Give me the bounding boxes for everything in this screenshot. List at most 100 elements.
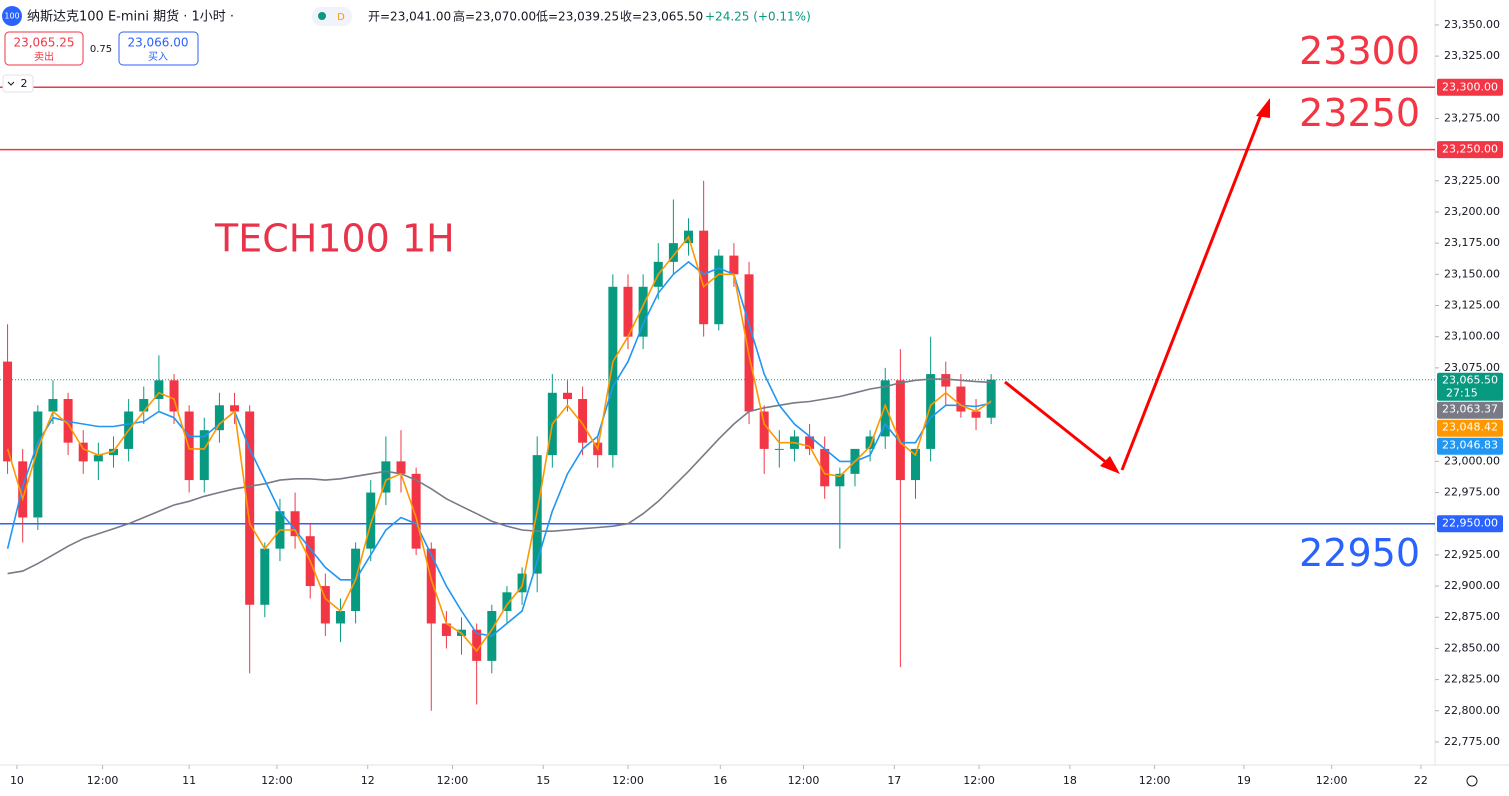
candle-body <box>366 492 376 549</box>
price-tag <box>1437 401 1503 419</box>
ohlc-high: 高=23,070.00 <box>453 9 536 24</box>
y-tick-label: 23,150.00 <box>1444 267 1500 280</box>
arrow-head <box>1100 456 1120 474</box>
candle-body <box>820 448 830 487</box>
status-dot <box>318 12 326 20</box>
x-tick-label: 12:00 <box>261 774 293 787</box>
candle-body <box>729 255 739 275</box>
price-tag-label: 23,063.37 <box>1442 403 1498 416</box>
candle-body <box>714 255 724 325</box>
moving-average <box>7 378 992 575</box>
level-text: 22950 <box>1299 531 1420 575</box>
candle-body <box>668 243 678 262</box>
candle-body <box>805 436 815 449</box>
price-tag-countdown: 27:15 <box>1446 387 1478 400</box>
arrow-down <box>1004 380 1113 469</box>
candle-body <box>911 448 921 481</box>
candle-body <box>245 411 255 605</box>
y-tick-label: 22,875.00 <box>1444 610 1500 623</box>
y-tick-label: 23,175.00 <box>1444 236 1500 249</box>
moving-average <box>6 260 992 637</box>
ohlc-close: 收=23,065.50 <box>620 10 703 24</box>
candle-body <box>335 611 345 624</box>
candle-body <box>472 629 482 661</box>
y-tick-label: 23,200.00 <box>1444 205 1500 218</box>
arrow-up <box>1120 111 1264 471</box>
level-tag <box>1437 78 1503 96</box>
sell-label: 卖出 <box>34 50 54 63</box>
level-tag-label: 23,300.00 <box>1442 80 1498 93</box>
price-tag <box>1437 372 1503 401</box>
candle-body <box>880 380 890 437</box>
candle-body <box>956 386 966 412</box>
badge: D <box>337 12 345 23</box>
y-tick-label: 23,100.00 <box>1444 330 1500 343</box>
collapse-button[interactable] <box>2 74 34 93</box>
candle-body <box>744 274 754 412</box>
annotation-title: TECH100 1H <box>214 217 455 261</box>
x-tick-label: 17 <box>887 774 901 787</box>
candle-body <box>986 379 996 418</box>
candle-body <box>441 623 451 636</box>
y-tick-label: 23,350.00 <box>1444 18 1500 31</box>
y-tick-label: 23,075.00 <box>1444 361 1500 374</box>
sell-price: 23,065.25 <box>13 36 74 50</box>
candle-body <box>426 548 436 624</box>
candle-body <box>33 411 43 518</box>
candle-body <box>835 473 845 487</box>
price-tag <box>1437 437 1503 455</box>
x-tick-label: 12:00 <box>437 774 469 787</box>
buy-button[interactable] <box>118 31 199 66</box>
settings-icon[interactable] <box>1466 775 1478 787</box>
candle-body <box>214 405 224 431</box>
header: 100 纳斯达克100 E-mini 期货 · 1小时 · D 开=23,041… <box>2 6 811 93</box>
candle-body <box>411 473 421 549</box>
price-tag-label: 23,065.50 <box>1442 374 1498 387</box>
y-tick-label: 22,850.00 <box>1444 641 1500 654</box>
y-tick-label: 23,325.00 <box>1444 49 1500 62</box>
spread: 0.75 <box>90 44 112 55</box>
x-tick-label: 12:00 <box>87 774 119 787</box>
candle-body <box>381 461 391 493</box>
x-tick-label: 12 <box>361 774 375 787</box>
y-tick-label: 22,800.00 <box>1444 704 1500 717</box>
candle-body <box>290 511 300 537</box>
symbol[interactable]: 纳斯达克100 E-mini 期货 · 1小时 · <box>27 9 234 25</box>
change: +24.25 (+0.11%) <box>705 10 811 24</box>
y-tick-label: 22,975.00 <box>1444 486 1500 499</box>
candle-body <box>396 461 406 474</box>
level-text: 23250 <box>1299 91 1420 135</box>
candle-body <box>78 442 88 462</box>
x-tick-label: 10 <box>10 774 24 787</box>
plot-area <box>0 86 1435 711</box>
x-tick-label: 12:00 <box>612 774 644 787</box>
candle-body <box>199 430 209 481</box>
candle-body <box>48 399 58 412</box>
candle-body <box>608 286 618 456</box>
buy-label: 买入 <box>148 51 168 63</box>
candle-body <box>562 392 572 400</box>
ohlc-open: 开=23,041.00 <box>368 10 451 24</box>
price-tag-label: 23,046.83 <box>1442 439 1498 452</box>
candle-body <box>699 230 709 325</box>
y-tick-label: 23,000.00 <box>1444 454 1500 467</box>
logo-text: 100 <box>4 12 19 21</box>
candle-body <box>623 286 633 337</box>
candle-body <box>184 411 194 481</box>
status-pill[interactable] <box>312 7 352 26</box>
candle-body <box>169 380 179 412</box>
y-tick-label: 23,275.00 <box>1444 111 1500 124</box>
candle-body <box>774 448 784 450</box>
candle-body <box>3 361 13 462</box>
x-tick-label: 15 <box>536 774 550 787</box>
moving-average <box>6 235 992 653</box>
y-tick-label: 22,925.00 <box>1444 548 1500 561</box>
level-tag-label: 22,950.00 <box>1442 517 1498 530</box>
y-tick-label: 22,900.00 <box>1444 579 1500 592</box>
level-tag <box>1437 141 1503 159</box>
sell-button[interactable] <box>4 31 84 66</box>
candle-body <box>638 286 648 337</box>
candle-body <box>139 399 149 412</box>
